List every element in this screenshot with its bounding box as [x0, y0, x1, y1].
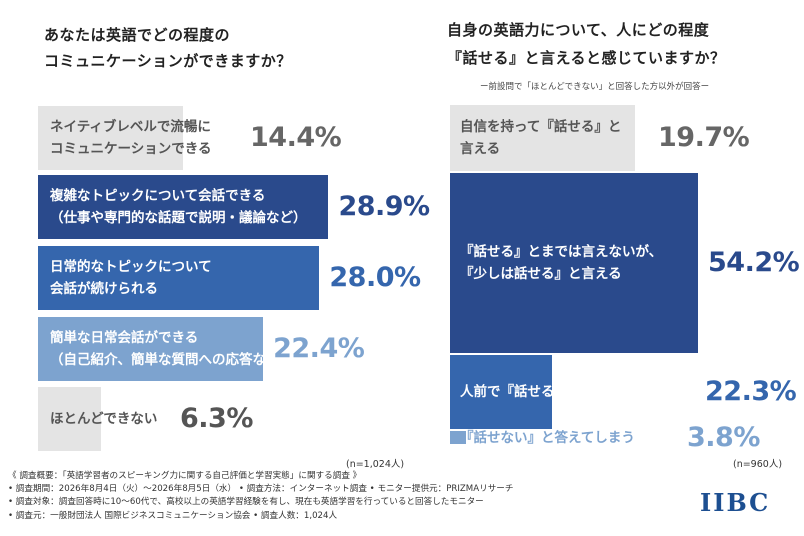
- right-bar-label-line: 『話せる』とまでは言えないが、: [460, 243, 663, 260]
- right-bar-label-3: 人前で『話せる』とは言えない: [460, 381, 649, 403]
- right-bar-label-line: 『少しは話せる』と言える: [460, 265, 622, 282]
- left-value-label-2: 28.9%: [338, 191, 430, 222]
- left-value-label-3: 28.0%: [329, 262, 421, 293]
- left-bar-label-line: ネイティブレベルで流暢に: [50, 119, 211, 135]
- left-bar-1: [38, 106, 183, 170]
- logo-text: IIBC: [700, 488, 771, 517]
- right-title-line-2: 『話せる』と言えると感じていますか？: [447, 49, 726, 67]
- left-bar-label-3: 日常的なトピックについて 会話が続けられる: [50, 256, 212, 300]
- right-bar-label-2: 『話せる』とまでは言えないが、 『少しは話せる』と言える: [460, 241, 662, 285]
- footer-line-3: • 調査対象：調査回答時に10～60代で、高校以上の英語学習経験を有し、現在も英…: [8, 497, 484, 508]
- footer-line-1: 《 調査概要：「英語学習者のスピーキング力に関する自己評価と学習実態」に関する調…: [8, 471, 362, 481]
- left-bar-label-line: ほとんどできない: [50, 411, 158, 427]
- right-bar-1: [450, 105, 635, 171]
- left-question-title: あなたは英語でどの程度の コミュニケーションができますか？: [44, 22, 292, 74]
- left-bar-label-line: 日常的なトピックについて: [50, 259, 212, 275]
- left-bar-label-line: コミュニケーションできる: [50, 141, 212, 157]
- left-value-label-1: 14.4%: [250, 122, 342, 153]
- left-bar-5: [38, 387, 102, 451]
- left-bar-2: [38, 175, 329, 239]
- right-value-label-1: 19.7%: [658, 121, 750, 153]
- iibc-logo: IIBC: [700, 488, 770, 517]
- right-title-line-1: 自身の英語力について、人にどの程度: [447, 21, 710, 39]
- right-value-label-3: 22.3%: [705, 376, 797, 408]
- right-bar-3: [450, 355, 552, 430]
- right-value-label-2: 54.2%: [708, 246, 800, 278]
- left-bar-label-line: 複雑なトピックについて会話できる: [50, 188, 266, 204]
- left-bar-3: [38, 246, 320, 310]
- left-bar-label-5: ほとんどできない: [50, 408, 157, 430]
- right-sample-size: (n=960人): [733, 459, 783, 470]
- right-respondent-note: ー前設問で「ほとんどできない」と回答した方以外が回答ー: [480, 82, 710, 92]
- survey-overview: 《 調査概要：「英語学習者のスピーキング力に関する自己評価と学習実態」に関する調…: [8, 470, 513, 523]
- left-title-line-2: コミュニケーションができますか？: [44, 52, 292, 70]
- left-value-label-5: 6.3%: [180, 403, 253, 434]
- left-bar-label-line: 簡単な日常会話ができる: [50, 330, 199, 346]
- left-sample-size: (n=1,024人): [346, 459, 405, 470]
- left-bar-label-2: 複雑なトピックについて会話できる （仕事や専門的な話題で説明・議論など）: [50, 185, 307, 229]
- left-bar-label-line: （仕事や専門的な話題で説明・議論など）: [50, 210, 307, 226]
- left-value-label-4: 22.4%: [273, 333, 365, 364]
- right-bar-label-line: 『話せない』と答えてしまう: [460, 429, 635, 446]
- right-bar-label-line: 人前で『話せる』とは言えない: [460, 384, 649, 401]
- left-bar-4: [38, 317, 264, 381]
- footer-line-2: • 調査期間：2026年8月4日（火）～2026年8月5日（水） • 調査方法：…: [8, 484, 514, 495]
- left-bar-label-line: （自己紹介、簡単な質問への応答など）: [50, 352, 293, 368]
- left-bar-label-1: ネイティブレベルで流暢に コミュニケーションできる: [50, 116, 211, 160]
- right-bar-label-line: 言える: [460, 140, 501, 157]
- left-bar-label-line: 会話が続けられる: [50, 281, 158, 297]
- right-bar-2: [450, 172, 698, 354]
- footer-line-4: • 調査元：一般財団法人 国際ビジネスコミュニケーション協会 • 調査人数：1,…: [8, 510, 338, 521]
- right-bar-label-1: 自信を持って『話せる』と 言える: [460, 116, 621, 160]
- left-bar-label-4: 簡単な日常会話ができる （自己紹介、簡単な質問への応答など）: [50, 327, 293, 371]
- left-title-line-1: あなたは英語でどの程度の: [44, 26, 231, 44]
- right-question-title: 自身の英語力について、人にどの程度 『話せる』と言えると感じていますか？: [447, 16, 726, 72]
- right-bar-label-line: 自信を持って『話せる』と: [460, 118, 622, 135]
- right-bar-4: [450, 431, 466, 444]
- right-bar-label-4: 『話せない』と答えてしまう: [460, 427, 635, 449]
- right-value-label-4: 3.8%: [687, 421, 760, 453]
